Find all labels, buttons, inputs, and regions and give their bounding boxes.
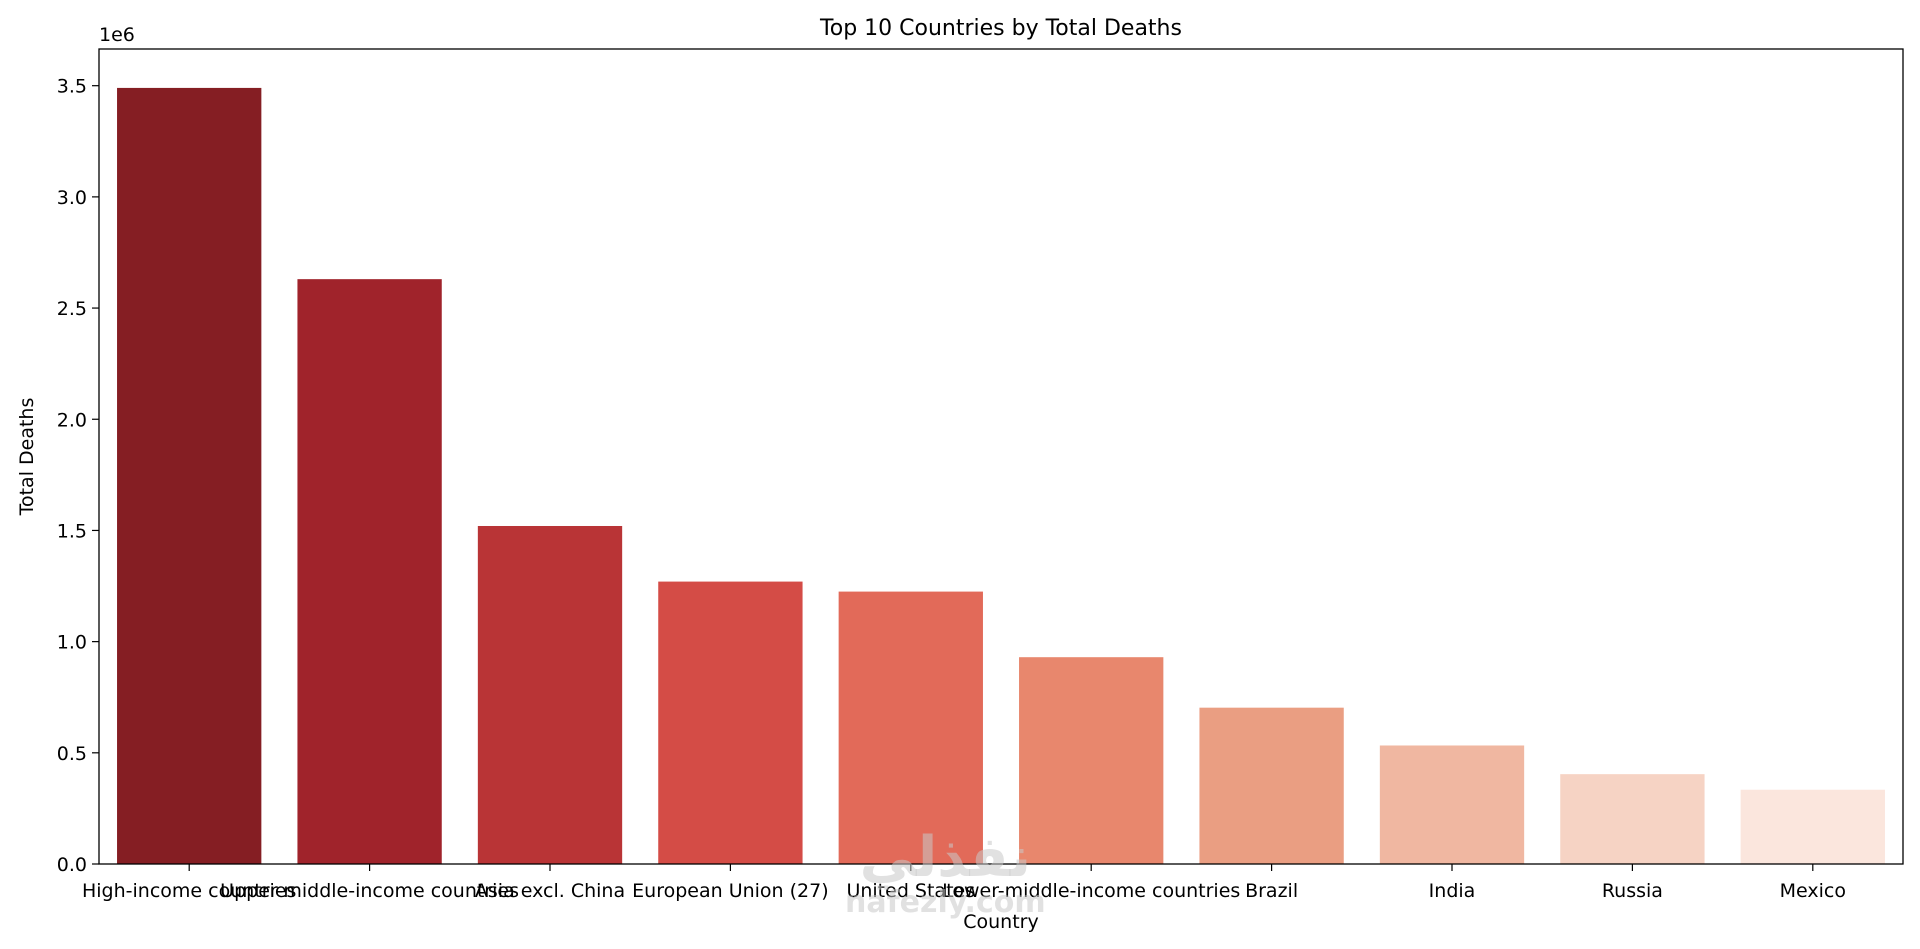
watermark-latin-text: nafezly.com bbox=[845, 885, 1046, 920]
x-tick-label: European Union (27) bbox=[632, 880, 828, 902]
x-tick-label: Mexico bbox=[1780, 880, 1846, 902]
bar bbox=[1019, 657, 1164, 864]
y-tick-label: 1.5 bbox=[57, 520, 87, 542]
x-tick-label: Lower-middle-income countries bbox=[942, 880, 1240, 902]
bar bbox=[1740, 789, 1885, 864]
y-tick-label: 0.5 bbox=[57, 743, 87, 765]
bar bbox=[658, 581, 803, 864]
y-tick-label: 3.5 bbox=[57, 76, 87, 98]
x-tick-label: United States bbox=[846, 880, 975, 902]
y-axis-label: Total Deaths bbox=[16, 398, 38, 517]
bar bbox=[1379, 745, 1525, 864]
x-tick-label: India bbox=[1429, 880, 1476, 902]
bar bbox=[1560, 774, 1705, 864]
x-ticks: High-income countriesUpper-middle-income… bbox=[82, 864, 1846, 902]
y-tick-label: 0.0 bbox=[57, 854, 87, 876]
y-tick-label: 2.5 bbox=[57, 298, 87, 320]
bar bbox=[838, 591, 983, 864]
x-tick-label: Brazil bbox=[1245, 880, 1298, 902]
bar bbox=[1199, 707, 1344, 864]
x-tick-label: Russia bbox=[1602, 880, 1663, 902]
y-tick-label: 1.0 bbox=[57, 632, 87, 654]
chart-title: Top 10 Countries by Total Deaths bbox=[819, 16, 1182, 41]
watermark-logo: نفذلي nafezly.com bbox=[845, 830, 1046, 920]
x-tick-label: Asia excl. China bbox=[475, 880, 625, 902]
bar bbox=[117, 87, 262, 865]
watermark-arabic-text: نفذلي bbox=[859, 825, 1031, 890]
plot-frame bbox=[98, 48, 1904, 865]
y-tick-label: 2.0 bbox=[57, 409, 87, 431]
bar bbox=[477, 525, 623, 864]
x-tick-label: High-income countries bbox=[82, 880, 296, 902]
y-ticks: 0.0 0.5 1.0 1.5 2.0 2.5 3.0 3.5 bbox=[57, 76, 99, 876]
y-tick-label: 3.0 bbox=[57, 187, 87, 209]
x-axis-label: Country bbox=[963, 911, 1038, 933]
bars bbox=[117, 87, 1885, 865]
bar bbox=[297, 279, 442, 865]
y-offset-label: 1e6 bbox=[99, 24, 135, 46]
x-tick-label: Upper-middle-income countries bbox=[220, 880, 519, 902]
